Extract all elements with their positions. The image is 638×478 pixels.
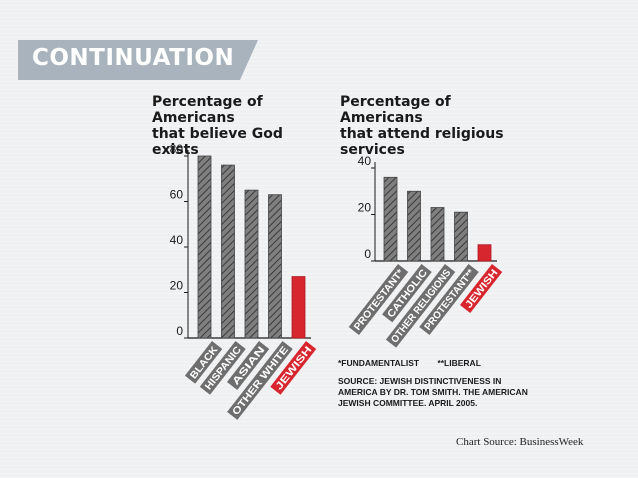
attendance-y-tick-label: 20 [358,201,372,215]
belief-y-tick-label: 80 [170,142,184,156]
banner-shape [18,40,258,80]
attendance-bar-protestant [454,211,468,262]
belief-bar-other-white [268,194,282,339]
attendance-bar-other-religions [430,207,445,262]
attendance-y-tick-label: 40 [358,154,372,168]
attendance-category-tag-bg [382,264,432,323]
belief-bar-black [197,155,212,339]
footnotes: *FUNDAMENTALIST **LIBERAL [338,358,497,368]
attendance-category-tag-bg [419,264,479,336]
attendance-category-tag-bg [459,264,503,313]
belief-bar-asian [244,189,259,339]
attendance-bar-jewish [477,244,492,262]
attendance-bar-protestant [383,176,398,262]
belief-y-tick-label: 0 [176,324,183,338]
belief-y-tick-label: 60 [170,188,184,202]
chart-title-belief: Percentage of Americans that believe God… [152,94,283,158]
belief-category-tag-bg [184,341,223,384]
attendance-category-tag-bg [348,264,409,336]
belief-category-tag-bg [226,341,270,390]
belief-bar-hispanic [221,164,235,339]
belief-category-tag-bg [199,341,246,395]
footnote-liberal: **LIBERAL [437,358,481,368]
belief-category-tag-bg [270,341,317,395]
attendance-bar-catholic [407,190,421,262]
belief-y-tick-label: 40 [170,233,184,247]
belief-category-tag-bg [227,341,293,420]
attendance-y-tick-label: 0 [364,247,371,261]
chart-title-attendance: Percentage of Americans that attend reli… [340,94,504,158]
belief-bar-jewish [291,276,306,339]
footnote-fundamentalist: *FUNDAMENTALIST [338,358,420,368]
belief-y-tick-label: 20 [170,279,184,293]
banner-label: CONTINUATION [32,45,235,71]
chart-credit: Chart Source: BusinessWeek [456,436,584,448]
source-note: SOURCE: JEWISH DISTINCTIVENESS IN AMERIC… [338,376,528,408]
attendance-category-tag-bg [385,264,456,348]
continuation-banner: CONTINUATION [18,40,258,80]
